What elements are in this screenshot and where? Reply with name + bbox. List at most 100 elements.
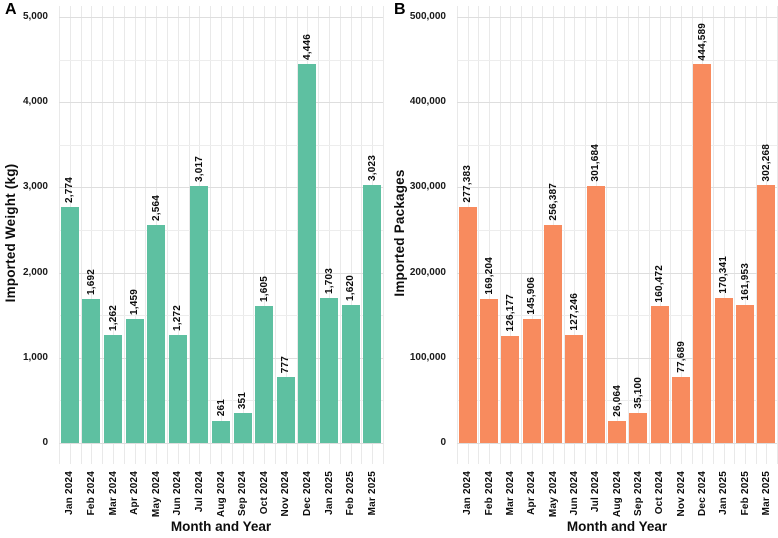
gridline-vertical (339, 6, 341, 464)
gridline-vertical (253, 6, 255, 464)
bar-value-label: 1,272 (172, 304, 184, 331)
y-tick-label: 500,000 (409, 11, 446, 22)
gridline-vertical (531, 6, 533, 464)
y-tick-label: 0 (440, 437, 446, 448)
x-tick-label: Oct 2024 (258, 471, 270, 515)
gridline-vertical (264, 6, 266, 464)
gridline-vertical (499, 6, 501, 464)
gridline-vertical (723, 6, 725, 464)
y-tick-label: 4,000 (22, 96, 48, 108)
gridline-vertical (59, 6, 60, 464)
bar-value-label: 77,689 (675, 341, 687, 373)
x-tick-label: Feb 2024 (85, 471, 97, 516)
gridline-vertical (350, 6, 352, 464)
gridline-vertical (318, 6, 320, 464)
bar-value-label: 302,268 (760, 143, 772, 182)
gridline-horizontal (59, 102, 383, 104)
x-tick-label: Oct 2024 (654, 471, 666, 515)
bar-value-label: 277,383 (462, 165, 474, 203)
gridline-horizontal (457, 102, 777, 104)
gridline-vertical (670, 6, 672, 464)
x-tick-label: Sep 2024 (632, 471, 644, 516)
y-tick-label: 400,000 (409, 96, 446, 108)
gridline-horizontal (59, 144, 383, 146)
bar-value-label: 26,064 (611, 385, 623, 417)
bar-feb-2024 (82, 298, 101, 443)
bar-oct-2024 (650, 306, 669, 443)
x-axis-title-a: Month and Year (170, 519, 272, 534)
bar-aug-2024 (212, 420, 230, 443)
x-tick-label: Jan 2024 (462, 471, 474, 515)
bar-value-label: 1,605 (258, 276, 270, 303)
gridline-horizontal (59, 17, 383, 18)
gridline-vertical (563, 6, 565, 464)
y-tick-label: 0 (42, 437, 48, 448)
gridline-vertical (167, 6, 168, 464)
bar-mar-2024 (104, 335, 122, 443)
bar-feb-2025 (736, 305, 754, 443)
x-tick-label: Jan 2025 (323, 471, 335, 515)
y-tick-label: 5,000 (22, 11, 48, 22)
gridline-vertical (627, 6, 629, 464)
gridline-horizontal (457, 187, 777, 189)
x-tick-label: Feb 2025 (345, 471, 357, 516)
bar-nov-2024 (672, 376, 690, 443)
gridline-vertical (574, 6, 576, 464)
bar-jul-2024 (190, 185, 209, 443)
gridline-vertical (713, 6, 714, 464)
bar-value-label: 351 (237, 391, 249, 410)
gridline-vertical (134, 6, 136, 464)
bar-jun-2024 (168, 334, 187, 443)
gridline-vertical (210, 6, 212, 464)
gridline-vertical (691, 6, 693, 464)
bar-dec-2024 (693, 64, 712, 443)
bar-nov-2024 (276, 376, 295, 443)
x-tick-label: Jun 2024 (568, 471, 580, 516)
panel-b: B Imported Packages 277,383 169,204 126,17… (389, 0, 778, 538)
gridline-horizontal (457, 400, 777, 402)
gridline-vertical (542, 6, 544, 464)
bar-value-label: 3,017 (193, 155, 205, 182)
x-tick-label: Dec 2024 (301, 471, 313, 516)
x-tick-label: Nov 2024 (280, 471, 292, 517)
gridline-vertical (383, 6, 384, 464)
y-tick-label: 2,000 (22, 266, 48, 278)
bar-value-label: 2,774 (64, 176, 76, 203)
bar-aug-2024 (608, 420, 626, 443)
bar-value-label: 170,341 (718, 256, 730, 294)
x-tick-label: May 2024 (547, 471, 559, 518)
x-tick-label: Mar 2024 (107, 471, 119, 516)
gridline-vertical (745, 6, 746, 464)
bar-jan-2025 (320, 297, 338, 443)
gridline-horizontal (457, 357, 777, 359)
x-tick-label: Aug 2024 (215, 471, 227, 518)
bar-jul-2024 (586, 185, 605, 443)
gridline-vertical (755, 6, 757, 464)
x-tick-label: Nov 2024 (675, 471, 687, 517)
gridline-vertical (275, 6, 276, 464)
gridline-horizontal (59, 230, 383, 231)
x-tick-label: Feb 2024 (483, 471, 495, 516)
x-tick-label: Dec 2024 (696, 471, 708, 516)
gridline-vertical (649, 6, 650, 464)
x-tick-label: Sep 2024 (237, 471, 249, 516)
y-tick-label: 200,000 (409, 266, 446, 278)
gridline-vertical (80, 6, 82, 464)
gridline-horizontal (457, 230, 777, 231)
gridline-horizontal (59, 59, 383, 61)
bar-feb-2025 (341, 304, 360, 443)
gridline-vertical (606, 6, 608, 464)
x-tick-label: Jan 2024 (64, 471, 76, 515)
x-tick-label: May 2024 (150, 471, 162, 518)
gridline-vertical (638, 6, 640, 464)
bar-oct-2024 (255, 306, 274, 443)
gridline-vertical (91, 6, 93, 464)
gridline-horizontal (457, 59, 777, 61)
y-tick-label: 3,000 (22, 181, 48, 193)
gridline-horizontal (59, 400, 383, 402)
gridline-horizontal (457, 443, 777, 444)
x-tick-label: Jan 2025 (718, 471, 730, 515)
gridline-horizontal (59, 315, 383, 317)
gridline-vertical (521, 6, 522, 464)
